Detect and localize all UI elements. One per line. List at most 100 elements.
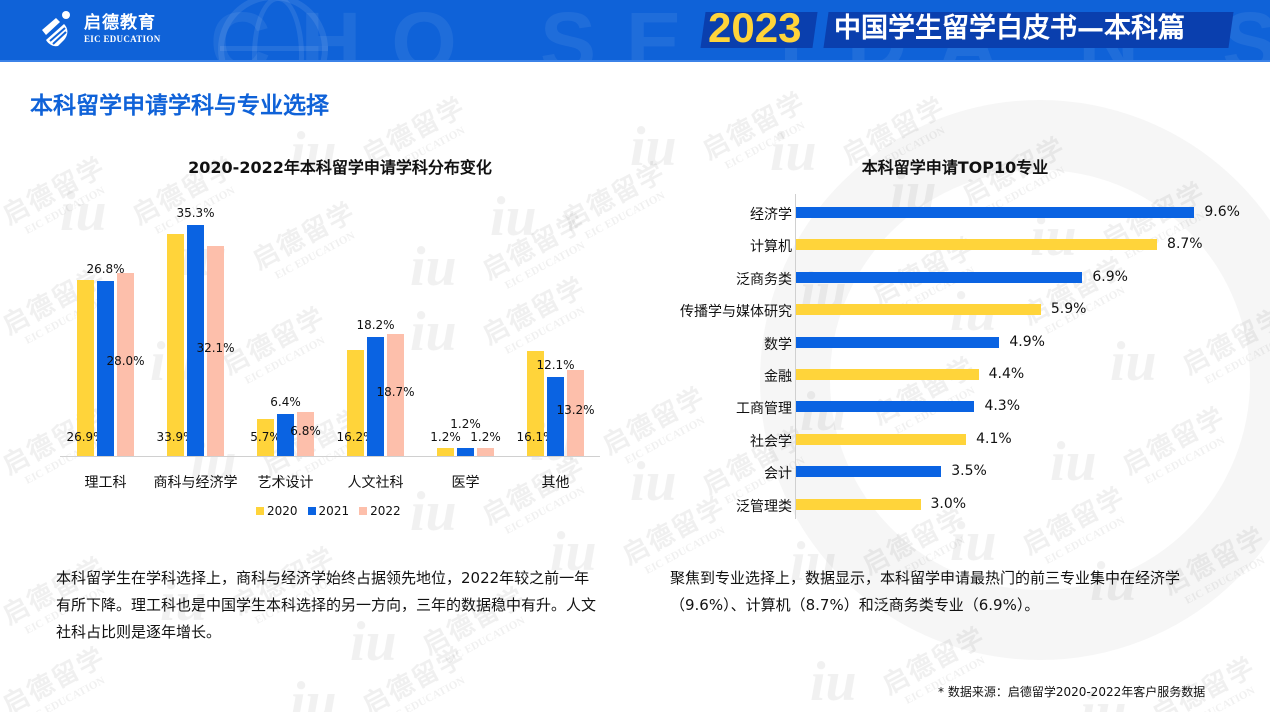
data-label: 4.3% bbox=[984, 398, 1021, 415]
logo-name-en: EIC EDUCATION bbox=[84, 34, 161, 44]
data-label: 13.2% bbox=[556, 402, 595, 417]
x-axis-line bbox=[60, 456, 600, 457]
bar-2020 bbox=[77, 280, 94, 456]
category-label: 社会学 bbox=[750, 433, 792, 450]
bar bbox=[796, 239, 1158, 251]
bar bbox=[796, 401, 975, 413]
bar-row: 泛商务类 6.9% bbox=[650, 267, 1260, 288]
bar-row: 会计 3.5% bbox=[650, 461, 1260, 483]
legend-swatch-2021 bbox=[307, 507, 316, 515]
section-title: 本科留学申请学科与专业选择 bbox=[30, 93, 329, 119]
x-axis-label: 理工科 bbox=[84, 475, 127, 491]
bar-row: 计算机 8.7% bbox=[650, 234, 1260, 256]
category-label: 泛商务类 bbox=[736, 271, 792, 288]
top10-majors-chart: 经济学 9.6% 计算机 8.7% 泛商务类 6.9% 传播学与媒体研究 5.9% 数学 4.9%… bbox=[650, 190, 1260, 530]
right-analysis-text: 聚焦到专业选择上，数据显示，本科留学申请最热门的前三专业集中在经济学（9.6%）… bbox=[670, 569, 1181, 614]
bar bbox=[796, 304, 1041, 316]
data-label: 3.0% bbox=[930, 495, 967, 512]
bar-2022 bbox=[387, 333, 404, 456]
category-label: 计算机 bbox=[750, 239, 792, 256]
data-label: 1.2% bbox=[450, 417, 481, 431]
logo-name-cn: 启德教育 bbox=[84, 13, 156, 33]
legend-label: 2021 bbox=[318, 504, 350, 518]
data-source-note: * 数据来源：启德留学2020-2022年客户服务数据 bbox=[938, 685, 1206, 699]
bar-2020 bbox=[257, 418, 274, 456]
bar bbox=[796, 207, 1195, 218]
data-label: 18.2% bbox=[356, 317, 395, 332]
header-divider bbox=[0, 60, 1270, 62]
left-analysis-text: 本科留学生在学科选择上，商科与经济学始终占据领先地位，2022年较之前一年有所下… bbox=[56, 569, 597, 641]
legend-swatch-2020 bbox=[256, 507, 264, 515]
data-label: 33.9% bbox=[156, 430, 195, 444]
bar-2022 bbox=[297, 411, 314, 456]
data-label: 6.9% bbox=[1092, 268, 1128, 285]
bar-2020 bbox=[527, 350, 544, 456]
data-label: 1.2% bbox=[470, 430, 501, 444]
data-label: 4.4% bbox=[988, 366, 1025, 382]
category-label: 泛管理类 bbox=[736, 498, 792, 515]
header-banner: CHO SE TDA N SO N 启德教育 EIC EDUCATION 202… bbox=[0, 0, 1270, 60]
legend-item-2022: 2022 bbox=[359, 504, 401, 518]
x-axis-label: 其他 bbox=[541, 475, 570, 491]
data-label: 32.1% bbox=[196, 341, 235, 356]
watermark-logo-icon: iu bbox=[290, 671, 337, 712]
category-label: 传播学与媒体研究 bbox=[680, 304, 792, 321]
data-label: 6.8% bbox=[290, 423, 321, 438]
bar-2022 bbox=[477, 448, 494, 456]
bar bbox=[796, 498, 921, 510]
legend-item-2020: 2020 bbox=[256, 504, 298, 518]
data-label: 5.7% bbox=[250, 430, 281, 444]
data-label: 3.5% bbox=[951, 463, 987, 480]
x-axis-label: 医学 bbox=[451, 475, 480, 491]
data-label: 28.0% bbox=[106, 354, 145, 369]
eic-logo: 启德教育 EIC EDUCATION bbox=[38, 10, 161, 48]
bar-2021 bbox=[187, 225, 204, 456]
bar-2021 bbox=[367, 336, 384, 456]
data-label: 8.7% bbox=[1167, 236, 1203, 253]
category-label: 金融 bbox=[764, 369, 792, 385]
category-label: 经济学 bbox=[750, 207, 792, 223]
data-label: 9.6% bbox=[1204, 204, 1240, 220]
data-label: 4.9% bbox=[1009, 333, 1045, 350]
bar-row: 泛管理类 3.0% bbox=[650, 494, 1260, 515]
bar-2021 bbox=[97, 280, 114, 456]
legend-label: 2022 bbox=[370, 504, 401, 518]
bar-2022 bbox=[207, 246, 224, 456]
bar-2020 bbox=[437, 448, 454, 456]
bar-row: 传播学与媒体研究 5.9% bbox=[650, 299, 1260, 321]
x-axis-label: 人文社科 bbox=[347, 475, 404, 491]
data-label: 18.7% bbox=[376, 384, 415, 399]
bar-2020 bbox=[167, 234, 184, 456]
eic-logo-icon bbox=[38, 10, 78, 48]
data-label: 5.9% bbox=[1050, 301, 1087, 318]
right-chart-title: 本科留学申请TOP10专业 bbox=[861, 158, 1049, 177]
bar-row: 数学 4.9% bbox=[650, 332, 1260, 353]
bar bbox=[796, 271, 1083, 283]
bar-row: 社会学 4.1% bbox=[650, 429, 1260, 450]
data-label: 35.3% bbox=[176, 206, 215, 221]
bar-2021 bbox=[457, 448, 474, 456]
bar-2020 bbox=[347, 350, 364, 456]
category-label: 工商管理 bbox=[736, 401, 792, 418]
data-label: 16.1% bbox=[516, 430, 555, 444]
subject-distribution-chart: 26.9% 26.8% 28.0% 33.9% 35.3% 32.1% 5.7% 6.4% 6.… bbox=[60, 190, 620, 530]
left-chart-title: 2020-2022年本科留学申请学科分布变化 bbox=[188, 158, 492, 177]
category-label: 数学 bbox=[764, 336, 792, 353]
legend-swatch-2022 bbox=[359, 507, 368, 515]
legend-item-2021: 2021 bbox=[307, 504, 350, 518]
data-label: 6.4% bbox=[270, 395, 301, 410]
report-title: 中国学生留学白皮书—本科篇 bbox=[834, 13, 1185, 44]
bar-row: 经济学 9.6% bbox=[650, 202, 1260, 223]
category-label: 会计 bbox=[764, 466, 792, 483]
watermark-logo-icon: iu bbox=[810, 651, 857, 712]
data-label: 16.2% bbox=[336, 430, 375, 444]
bar bbox=[796, 369, 979, 380]
y-axis-line bbox=[795, 194, 796, 519]
legend-label: 2020 bbox=[267, 504, 298, 518]
report-year: 2023 bbox=[708, 4, 802, 51]
x-axis-label: 商科与经济学 bbox=[153, 475, 238, 491]
data-label: 4.1% bbox=[976, 430, 1012, 447]
